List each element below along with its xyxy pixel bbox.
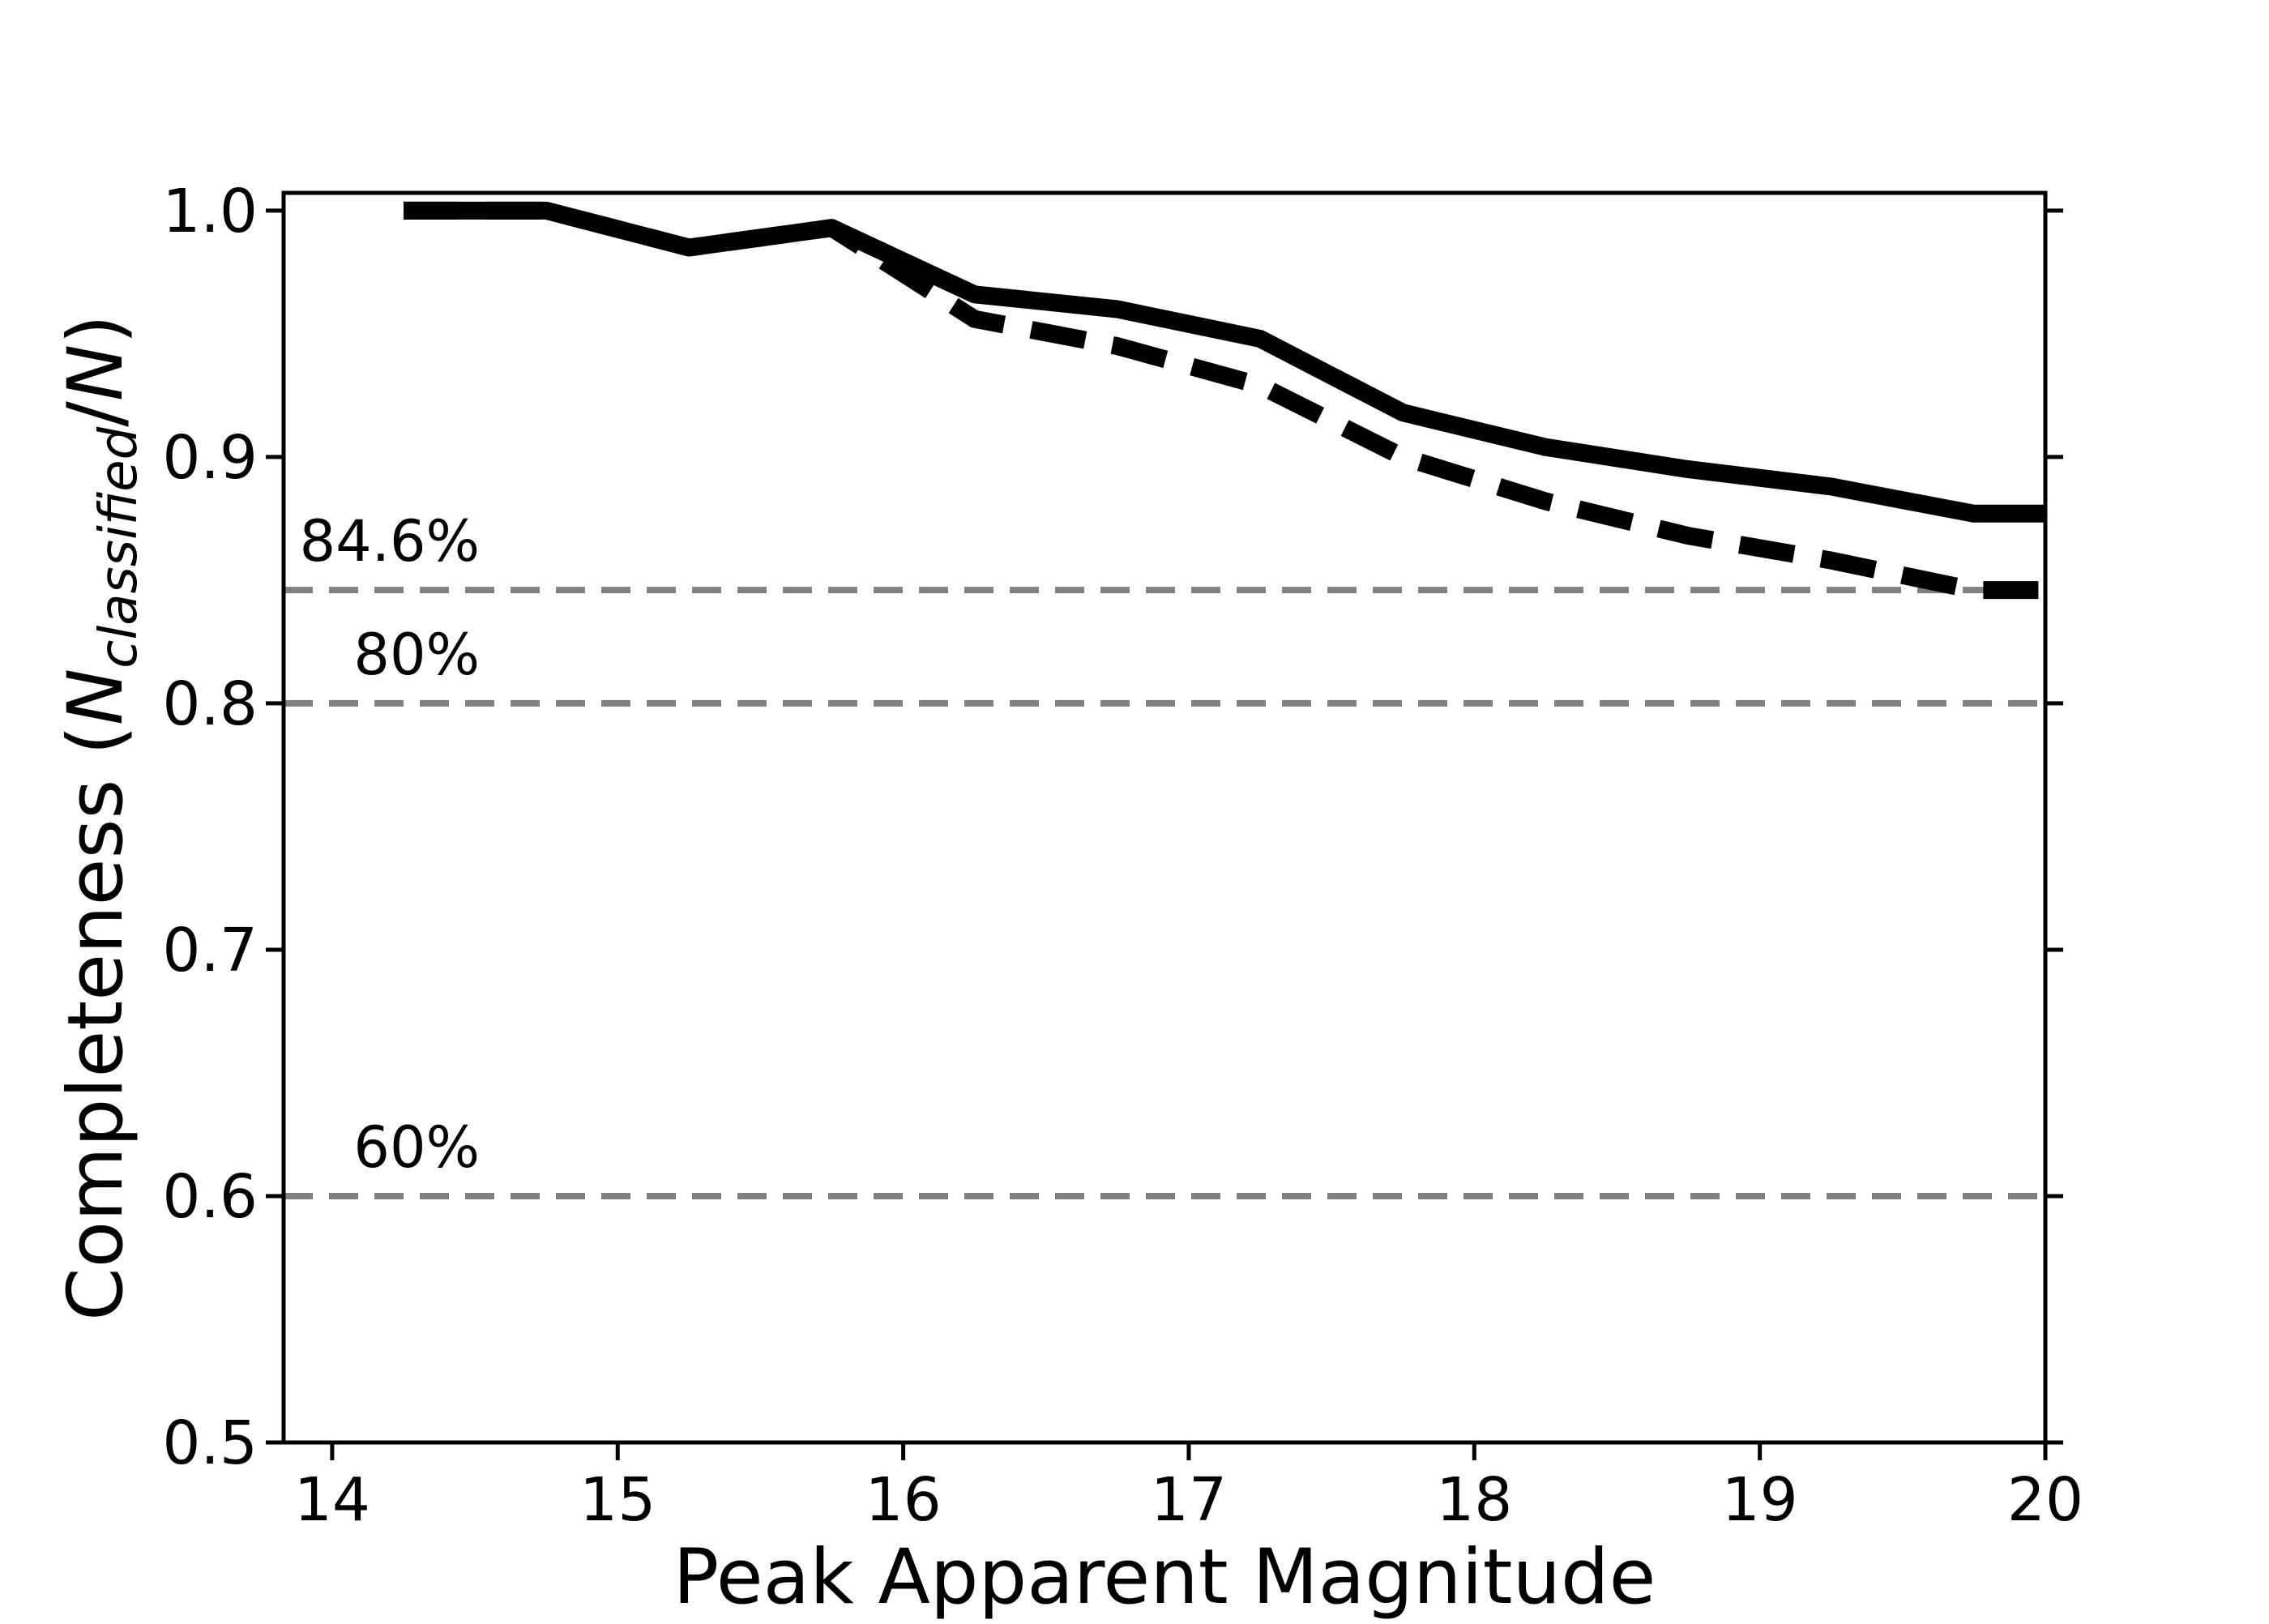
x-tick-label: 17: [1151, 1465, 1227, 1535]
y-tick-label: 0.8: [162, 669, 258, 739]
reference-lines-layer: 84.6% 80% 60%: [284, 508, 2045, 1199]
x-tick-label: 20: [2007, 1465, 2083, 1535]
completeness-dashed-line: [404, 201, 2045, 600]
reference-line-label: 84.6%: [300, 508, 480, 575]
x-tick-label: 15: [579, 1465, 656, 1535]
data-series-layer: [404, 201, 2045, 600]
x-axis-label: Peak Apparent Magnitude: [673, 1533, 1656, 1621]
x-tick-label: 18: [1436, 1465, 1512, 1535]
completeness-solid-line: [404, 201, 2045, 523]
y-tick-label: 0.7: [162, 916, 258, 985]
plot-border: [281, 190, 2048, 1445]
y-tick-label: 1.0: [162, 177, 258, 246]
x-tick-label: 19: [1722, 1465, 1798, 1535]
tick-labels-layer: 14 15 16 17 18 19 20 0.5 0.6 0.7 0.8 0.9 1.0: [162, 177, 2083, 1535]
y-axis-label-text: Completeness (Nclassified/N): [52, 314, 149, 1321]
y-tick-label: 0.9: [162, 423, 258, 493]
y-tick-label: 0.5: [162, 1408, 258, 1478]
x-tick-label: 14: [294, 1465, 370, 1535]
x-tick-label: 16: [865, 1465, 942, 1535]
y-axis-label: Completeness (Nclassified/N): [52, 314, 149, 1321]
reference-line-label: 60%: [353, 1114, 480, 1181]
reference-line-label: 80%: [353, 622, 480, 688]
y-tick-label: 0.6: [162, 1162, 258, 1232]
axes-layer: [266, 190, 2063, 1460]
